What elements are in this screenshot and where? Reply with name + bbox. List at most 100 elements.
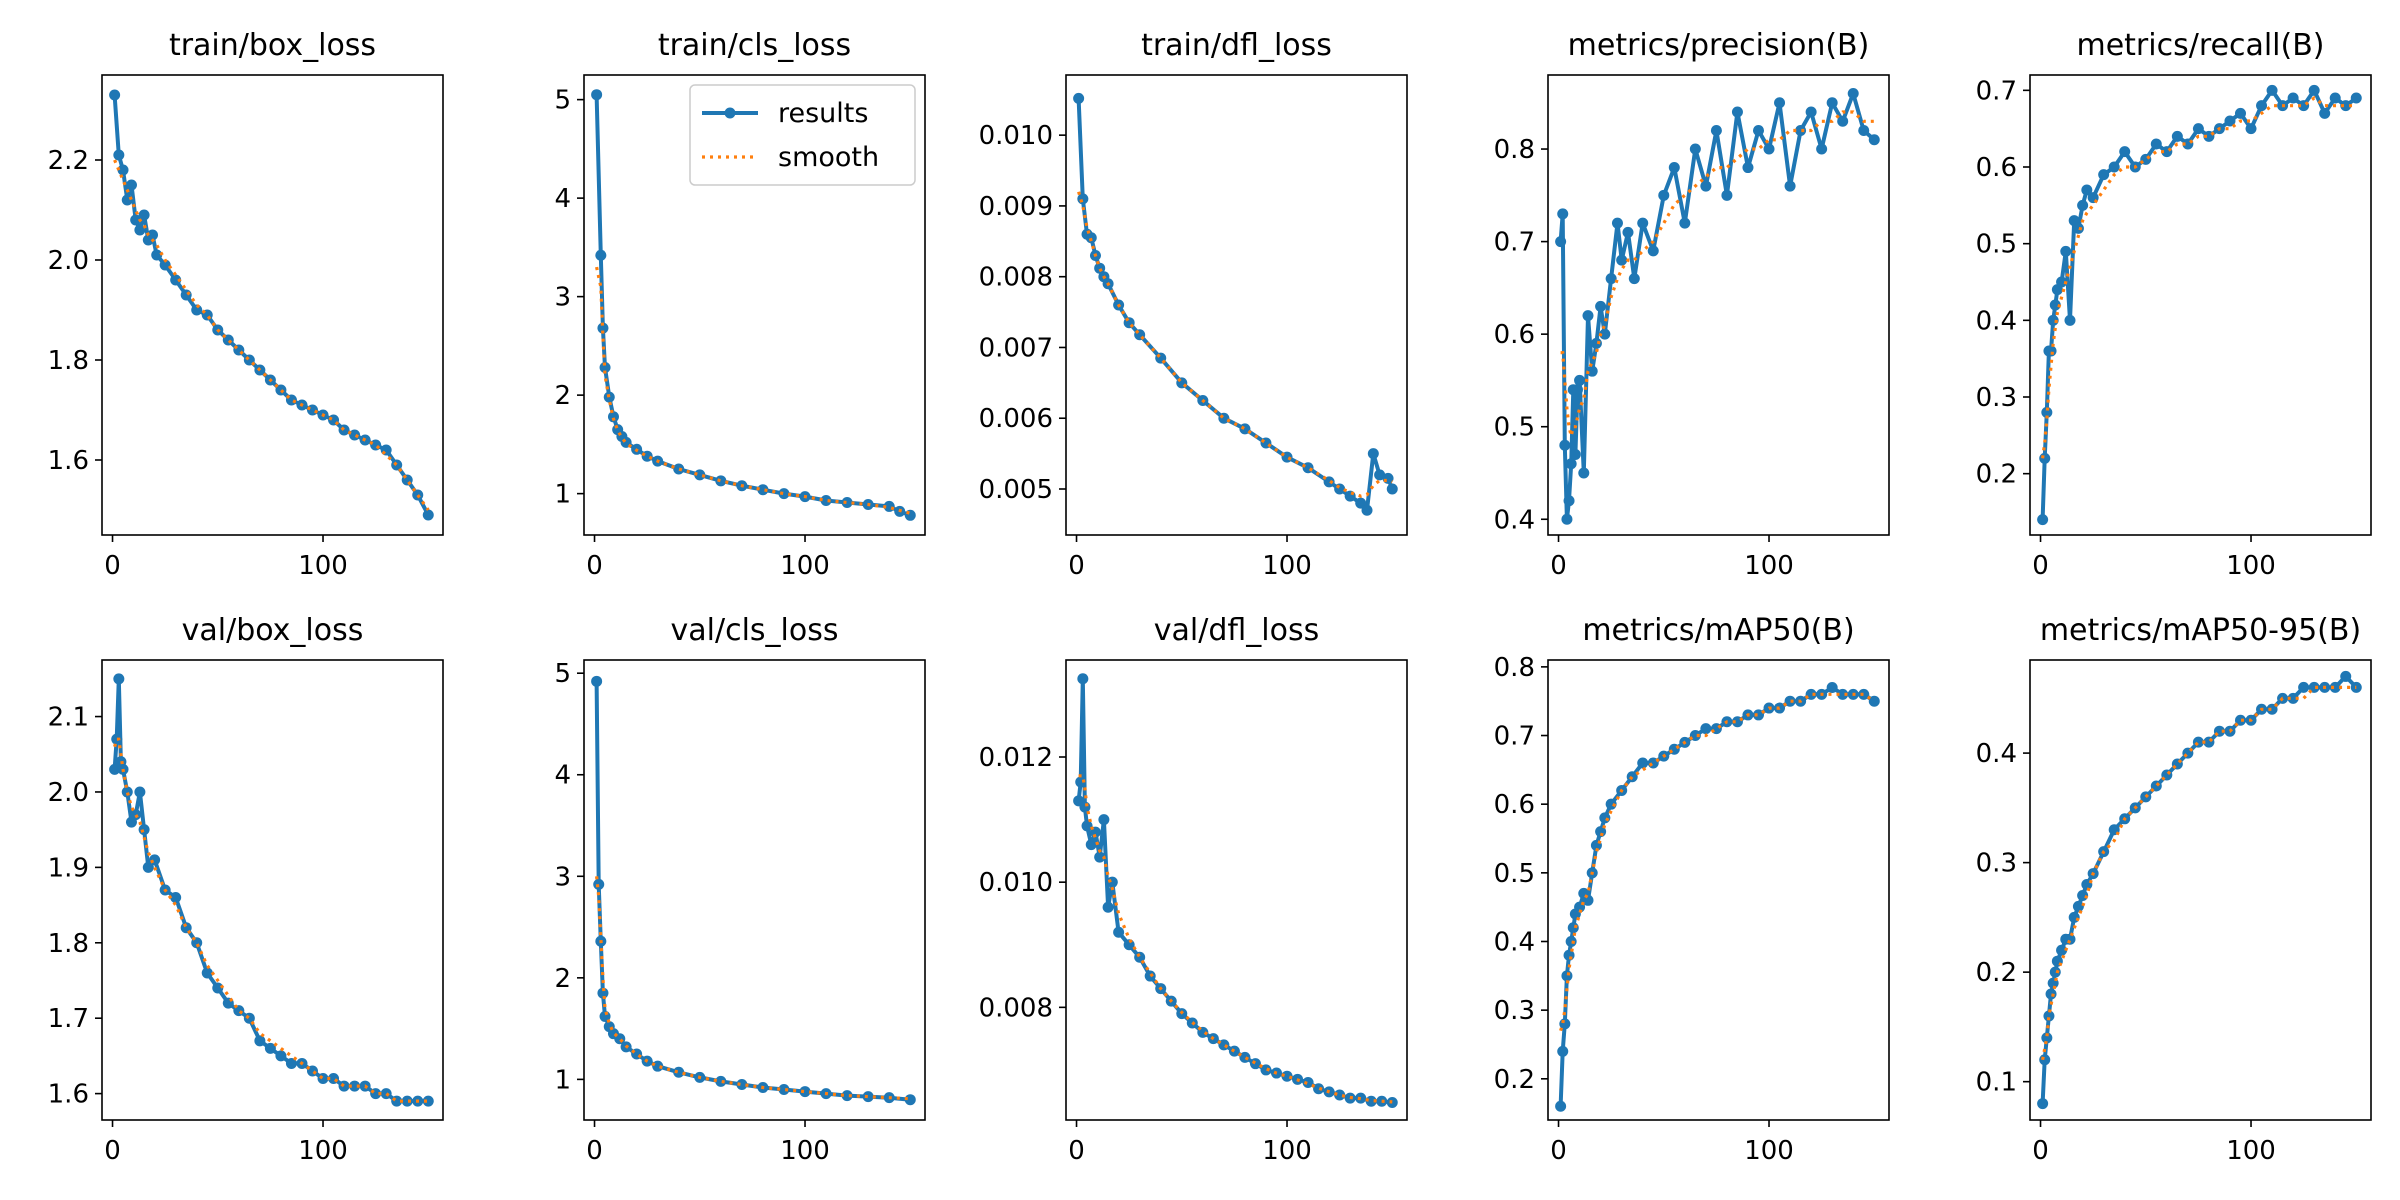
results-point [159, 259, 171, 271]
y-tick-label: 4 [554, 761, 571, 791]
results-point [1795, 125, 1807, 137]
results-point [1085, 232, 1097, 244]
results-point [1826, 97, 1838, 109]
x-tick-label: 100 [1744, 1136, 1794, 1166]
results-point [2287, 92, 2299, 104]
results-point [1586, 365, 1598, 377]
results-point [1571, 384, 1583, 396]
results-point [201, 967, 213, 979]
results-point [1228, 1045, 1240, 1057]
results-point [1763, 143, 1775, 155]
results-point [904, 1094, 916, 1106]
results-point [1721, 189, 1733, 201]
y-tick-label: 2.2 [48, 146, 89, 176]
results-point [1094, 262, 1106, 274]
y-tick-label: 4 [554, 184, 571, 214]
y-tick-label: 0.8 [1494, 653, 1535, 683]
y-tick-label: 0.7 [1494, 722, 1535, 752]
results-point [1334, 1089, 1346, 1101]
y-tick-label: 0.4 [1976, 306, 2017, 336]
chart-panel-9: metrics/mAP50(B) 0.2 0.3 0.4 0.5 0.6 0.7 0.8 0 10… [1494, 613, 1890, 1166]
x-tick-label: 0 [104, 1136, 121, 1166]
results-point [149, 854, 161, 866]
results-point [2037, 1098, 2049, 1110]
y-tick-label: 0.2 [1494, 1065, 1535, 1095]
results-point [191, 304, 203, 316]
x-tick-label: 0 [1550, 1136, 1567, 1166]
results-point [121, 786, 133, 798]
results-point [2045, 345, 2057, 357]
y-tick-label: 0.6 [1494, 790, 1535, 820]
y-tick-label: 0.009 [979, 192, 1053, 222]
results-point [1590, 337, 1602, 349]
results-point [1752, 709, 1764, 721]
results-point [180, 289, 192, 301]
results-point [2119, 146, 2131, 158]
results-point [591, 675, 603, 687]
results-point [2072, 900, 2084, 912]
results-point [1626, 771, 1638, 783]
plot-area [2037, 670, 2362, 1110]
results-point [2340, 670, 2352, 682]
results-point [1561, 513, 1573, 525]
results-point [1679, 217, 1691, 229]
y-tick-label: 0.6 [1494, 320, 1535, 350]
results-point [1374, 469, 1386, 481]
results-point [2308, 84, 2320, 96]
results-point [317, 1073, 329, 1085]
results-point [1555, 236, 1567, 248]
axes-frame [2029, 659, 2372, 1121]
results-point [1599, 812, 1611, 824]
y-tick-label: 1.7 [48, 1004, 89, 1034]
results-point [1599, 328, 1611, 340]
x-tick-label: 0 [1550, 551, 1567, 581]
smooth-series-line [1560, 110, 1875, 437]
results-point [2192, 123, 2204, 135]
results-point [1637, 757, 1649, 769]
results-point [2319, 107, 2331, 119]
results-point [1102, 901, 1114, 913]
results-point [1611, 217, 1623, 229]
y-tick-label: 0.5 [1494, 413, 1535, 443]
results-point [306, 404, 318, 416]
results-point [1077, 193, 1089, 205]
panel-title: train/box_loss [169, 28, 376, 63]
y-tick-label: 5 [554, 659, 571, 689]
x-tick-label: 100 [1262, 551, 1312, 581]
x-tick-label: 100 [298, 551, 348, 581]
y-tick-label: 0.5 [1976, 230, 2017, 260]
smooth-series-line [113, 159, 430, 511]
axes-frame [2029, 74, 2372, 536]
results-point [264, 1042, 276, 1054]
results-point [275, 1050, 287, 1062]
results-point [134, 786, 146, 798]
results-point [591, 89, 603, 101]
results-point [2072, 222, 2084, 234]
panel-title: val/cls_loss [671, 613, 839, 648]
y-tick-label: 1.6 [48, 446, 89, 476]
plot-area [109, 673, 434, 1107]
results-point [757, 484, 769, 496]
y-tick-label: 0.006 [979, 404, 1053, 434]
results-point [1563, 495, 1575, 507]
y-tick-label: 0.3 [1976, 849, 2017, 879]
results-point [1616, 254, 1628, 266]
legend-box [689, 84, 916, 186]
results-point [113, 673, 125, 685]
axes-frame [1547, 659, 1890, 1121]
results-point [1098, 814, 1110, 826]
results-point [1784, 180, 1796, 192]
results-point [715, 475, 727, 487]
results-point [1386, 483, 1398, 495]
x-tick-label: 0 [2032, 1136, 2049, 1166]
results-point [1742, 162, 1754, 174]
results-point [736, 1078, 748, 1090]
results-point [130, 809, 142, 821]
y-tick-label: 0.012 [979, 743, 1053, 773]
results-point [422, 509, 434, 521]
results-point [2256, 100, 2268, 112]
chart-panel-6: val/box_loss 1.6 1.7 1.8 1.9 2.0 2.1 0 100 [48, 613, 444, 1166]
y-tick-label: 0.010 [979, 868, 1053, 898]
results-point [2056, 944, 2068, 956]
